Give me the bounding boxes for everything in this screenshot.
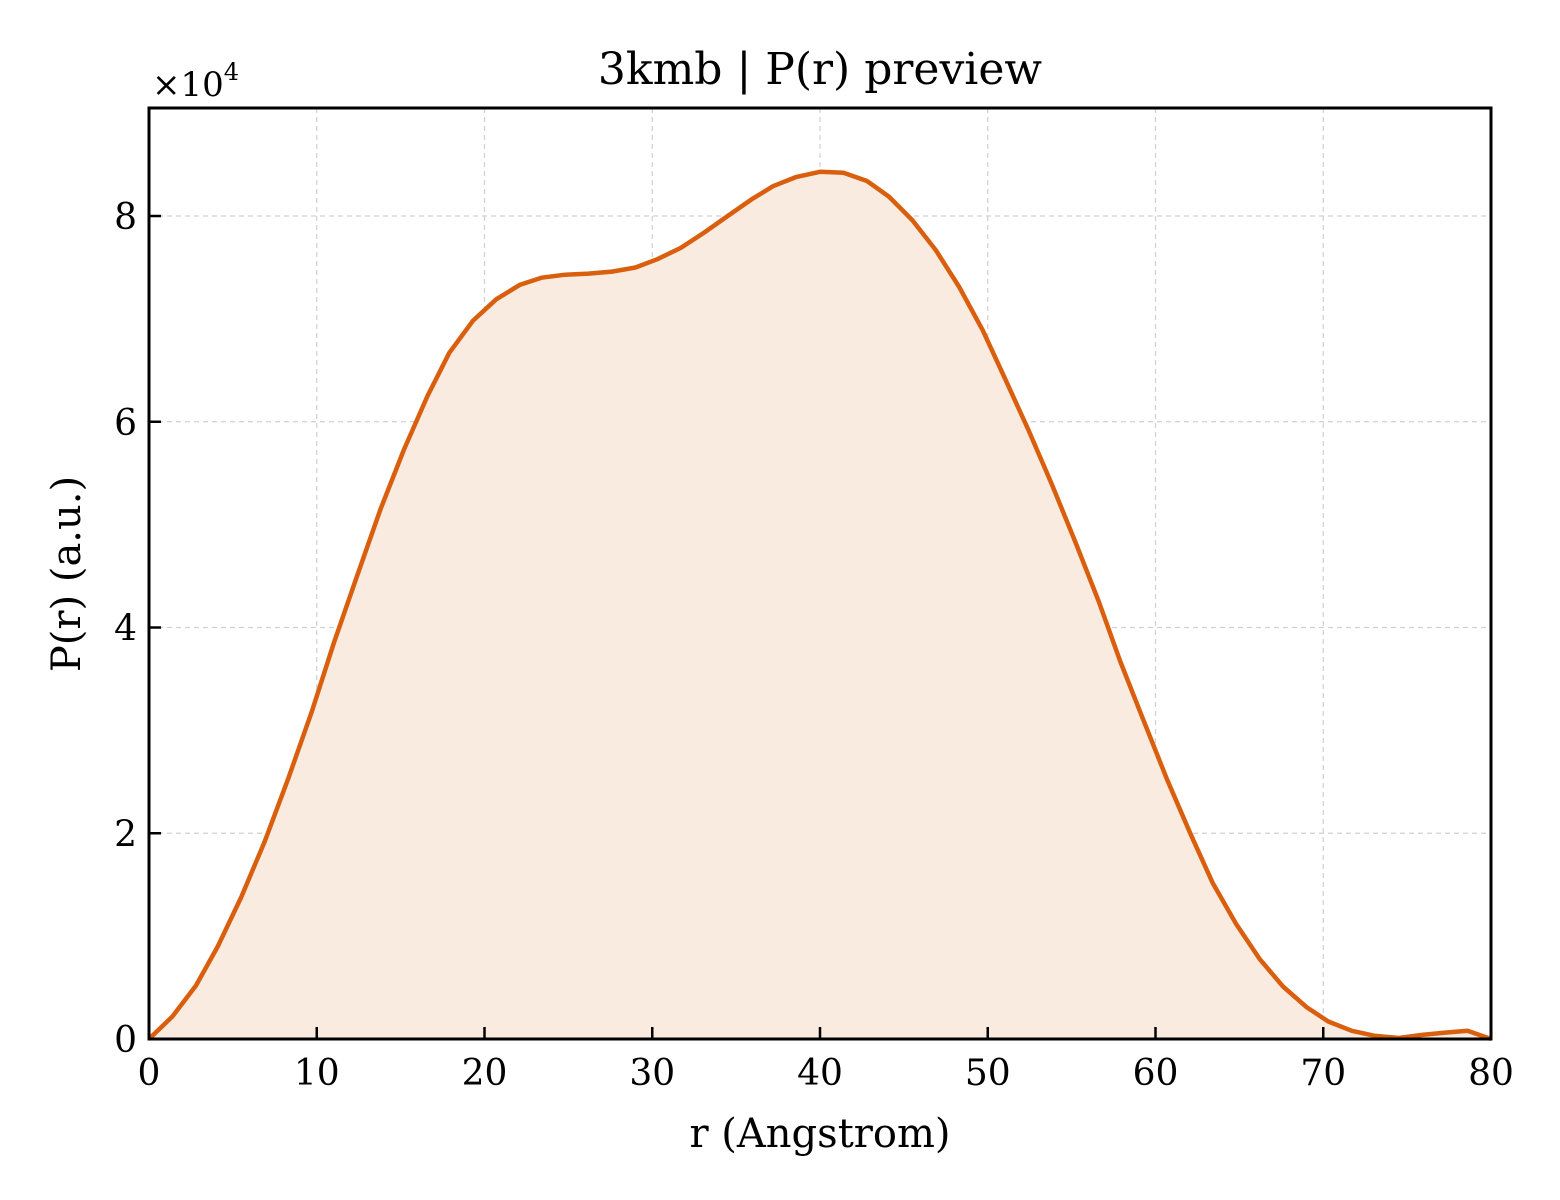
x-tick-label: 70	[1300, 1053, 1346, 1094]
x-tick-label: 0	[138, 1053, 161, 1094]
chart-title: 3kmb | P(r) preview	[598, 44, 1043, 95]
x-axis-ticks: 0 10 20 30 40 50 60 70 80	[138, 1027, 1514, 1094]
x-tick-label: 80	[1468, 1053, 1514, 1094]
y-multiplier-label: ×104	[152, 58, 239, 105]
x-tick-label: 30	[629, 1053, 675, 1094]
pr-curve-line	[147, 169, 1492, 1042]
y-tick-label: 2	[114, 814, 137, 855]
x-tick-label: 60	[1133, 1053, 1179, 1094]
pr-area-fill	[149, 171, 1491, 1040]
y-axis-ticks: 0 2 4 6 8	[114, 197, 161, 1061]
y-tick-label: 0	[114, 1020, 137, 1061]
y-tick-label: 8	[114, 197, 137, 238]
y-tick-label: 6	[114, 403, 137, 444]
x-tick-label: 10	[294, 1053, 340, 1094]
plot-frame	[147, 106, 1493, 1041]
y-axis-label: P(r) (a.u.)	[44, 476, 90, 672]
x-axis-label: r (Angstrom)	[689, 1111, 950, 1157]
y-tick-label: 4	[114, 609, 137, 650]
x-tick-label: 50	[965, 1053, 1011, 1094]
x-tick-label: 20	[462, 1053, 508, 1094]
x-tick-label: 40	[797, 1053, 843, 1094]
